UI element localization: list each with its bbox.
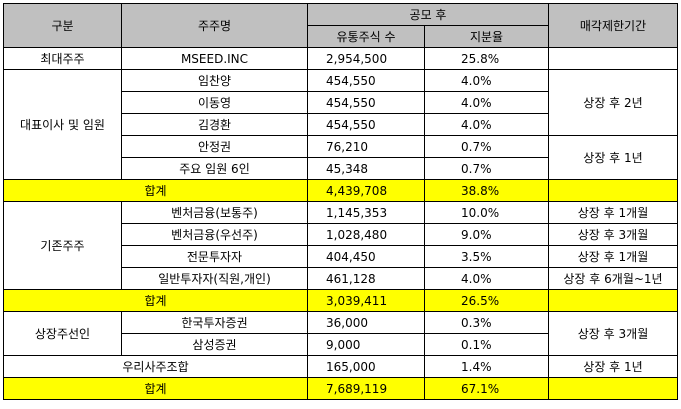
total-row: 합계 7,689,119 67.1% bbox=[3, 377, 678, 400]
shares-cell: 1,028,480 bbox=[307, 223, 425, 246]
stake-cell: 0.7% bbox=[424, 135, 549, 158]
table-row: 일반투자자(직원,개인) 461,128 4.0% 상장 후 6개월~1년 bbox=[4, 267, 678, 290]
stake-cell: 4.0% bbox=[424, 91, 549, 114]
restriction-cell: 상장 후 1개월 bbox=[548, 201, 678, 224]
subtotal-restriction bbox=[548, 289, 678, 312]
table-row: 상장주선인 한국투자증권 36,000 0.3% 상장 후 3개월 bbox=[3, 311, 678, 356]
shares-cell: 9,000 bbox=[307, 333, 425, 356]
shares-cell: 165,000 bbox=[307, 355, 425, 378]
category-cell: 기존주주 bbox=[3, 201, 122, 290]
subtotal-label: 합계 bbox=[3, 179, 308, 202]
restriction-cell: 상장 후 3개월 bbox=[548, 223, 678, 246]
stake-cell: 0.1% bbox=[424, 333, 549, 356]
shares-cell: 454,550 bbox=[307, 69, 425, 92]
restriction-cell: 상장 후 1년 bbox=[548, 355, 678, 378]
shareholder-cell: 안정권 bbox=[121, 135, 308, 158]
stake-cell: 0.3% bbox=[424, 311, 549, 334]
subtotal-row: 합계 3,039,411 26.5% bbox=[3, 289, 678, 312]
category-cell: 상장주선인 bbox=[3, 311, 122, 356]
shareholder-cell: 한국투자증권 bbox=[121, 311, 308, 334]
table-row: 김경환 454,550 4.0% bbox=[4, 113, 678, 136]
stake-cell: 9.0% bbox=[424, 223, 549, 246]
shareholder-cell: 우리사주조합 bbox=[3, 355, 308, 378]
subtotal-restriction bbox=[548, 179, 678, 202]
total-shares: 7,689,119 bbox=[307, 377, 425, 400]
stake-cell: 3.5% bbox=[424, 245, 549, 268]
shares-cell: 36,000 bbox=[307, 311, 425, 334]
restriction-cell: 상장 후 6개월~1년 bbox=[548, 267, 678, 290]
restriction-cell: 상장 후 1개월 bbox=[548, 245, 678, 268]
shares-cell: 461,128 bbox=[307, 267, 425, 290]
shares-cell: 1,145,353 bbox=[307, 201, 425, 224]
shares-cell: 404,450 bbox=[307, 245, 425, 268]
subtotal-shares: 4,439,708 bbox=[307, 179, 425, 202]
shareholder-cell: 주요 임원 6인 bbox=[121, 157, 308, 180]
header-after-ipo: 공모 후 bbox=[307, 3, 549, 26]
restriction-cell: 상장 후 3개월 bbox=[548, 311, 678, 356]
stake-cell: 4.0% bbox=[424, 69, 549, 92]
stake-cell: 4.0% bbox=[424, 267, 549, 290]
subtotal-stake: 26.5% bbox=[424, 289, 549, 312]
category-cell: 최대주주 bbox=[3, 47, 122, 70]
shareholder-cell: 전문투자자 bbox=[121, 245, 308, 268]
stake-cell: 0.7% bbox=[424, 157, 549, 180]
subtotal-stake: 38.8% bbox=[424, 179, 549, 202]
restriction-cell bbox=[548, 47, 678, 70]
total-stake: 67.1% bbox=[424, 377, 549, 400]
shareholder-cell: 벤처금융(보통주) bbox=[121, 201, 308, 224]
header-stake: 지분율 bbox=[424, 25, 549, 48]
restriction-cell: 상장 후 1년 bbox=[548, 135, 678, 180]
header-shares: 유통주식 수 bbox=[307, 25, 425, 48]
shares-cell: 2,954,500 bbox=[307, 47, 425, 70]
table-row: 기존주주 벤처금융(보통주) 1,145,353 10.0% 상장 후 1개월 bbox=[3, 201, 678, 290]
stake-cell: 10.0% bbox=[424, 201, 549, 224]
subtotal-label: 합계 bbox=[3, 289, 308, 312]
subtotal-row: 합계 4,439,708 38.8% bbox=[3, 179, 678, 202]
header-restriction: 매각제한기간 bbox=[548, 3, 678, 48]
category-cell: 대표이사 및 임원 bbox=[3, 69, 122, 180]
stake-cell: 1.4% bbox=[424, 355, 549, 378]
stake-cell: 25.8% bbox=[424, 47, 549, 70]
shareholder-cell: 임찬양 bbox=[121, 69, 308, 92]
subtotal-shares: 3,039,411 bbox=[307, 289, 425, 312]
table-row: 대표이사 및 임원 임찬양 454,550 4.0% 상장 후 2년 bbox=[3, 69, 678, 180]
total-restriction bbox=[548, 377, 678, 400]
table-row: 전문투자자 404,450 3.5% 상장 후 1개월 bbox=[4, 245, 678, 268]
shareholder-cell: 김경환 bbox=[121, 113, 308, 136]
shares-cell: 45,348 bbox=[307, 157, 425, 180]
shareholder-lockup-table: 구분 주주명 공모 후 매각제한기간 유통주식 수 지분율 최대주주 MSEED… bbox=[3, 3, 678, 400]
restriction-cell: 상장 후 2년 bbox=[548, 69, 678, 136]
header-shareholder: 주주명 bbox=[121, 3, 308, 48]
shareholder-cell: 일반투자자(직원,개인) bbox=[121, 267, 308, 290]
shares-cell: 76,210 bbox=[307, 135, 425, 158]
shares-cell: 454,550 bbox=[307, 113, 425, 136]
table-row: 주요 임원 6인 45,348 0.7% bbox=[4, 157, 678, 180]
header-category: 구분 bbox=[3, 3, 122, 48]
table-row: 우리사주조합 165,000 1.4% 상장 후 1년 bbox=[3, 355, 678, 378]
table-row: 최대주주 MSEED.INC 2,954,500 25.8% bbox=[3, 47, 678, 70]
shareholder-cell: 삼성증권 bbox=[121, 333, 308, 356]
total-label: 합계 bbox=[3, 377, 308, 400]
shareholder-cell: 이동영 bbox=[121, 91, 308, 114]
shareholder-cell: MSEED.INC bbox=[121, 47, 308, 70]
shareholder-cell: 벤처금융(우선주) bbox=[121, 223, 308, 246]
shares-cell: 454,550 bbox=[307, 91, 425, 114]
stake-cell: 4.0% bbox=[424, 113, 549, 136]
